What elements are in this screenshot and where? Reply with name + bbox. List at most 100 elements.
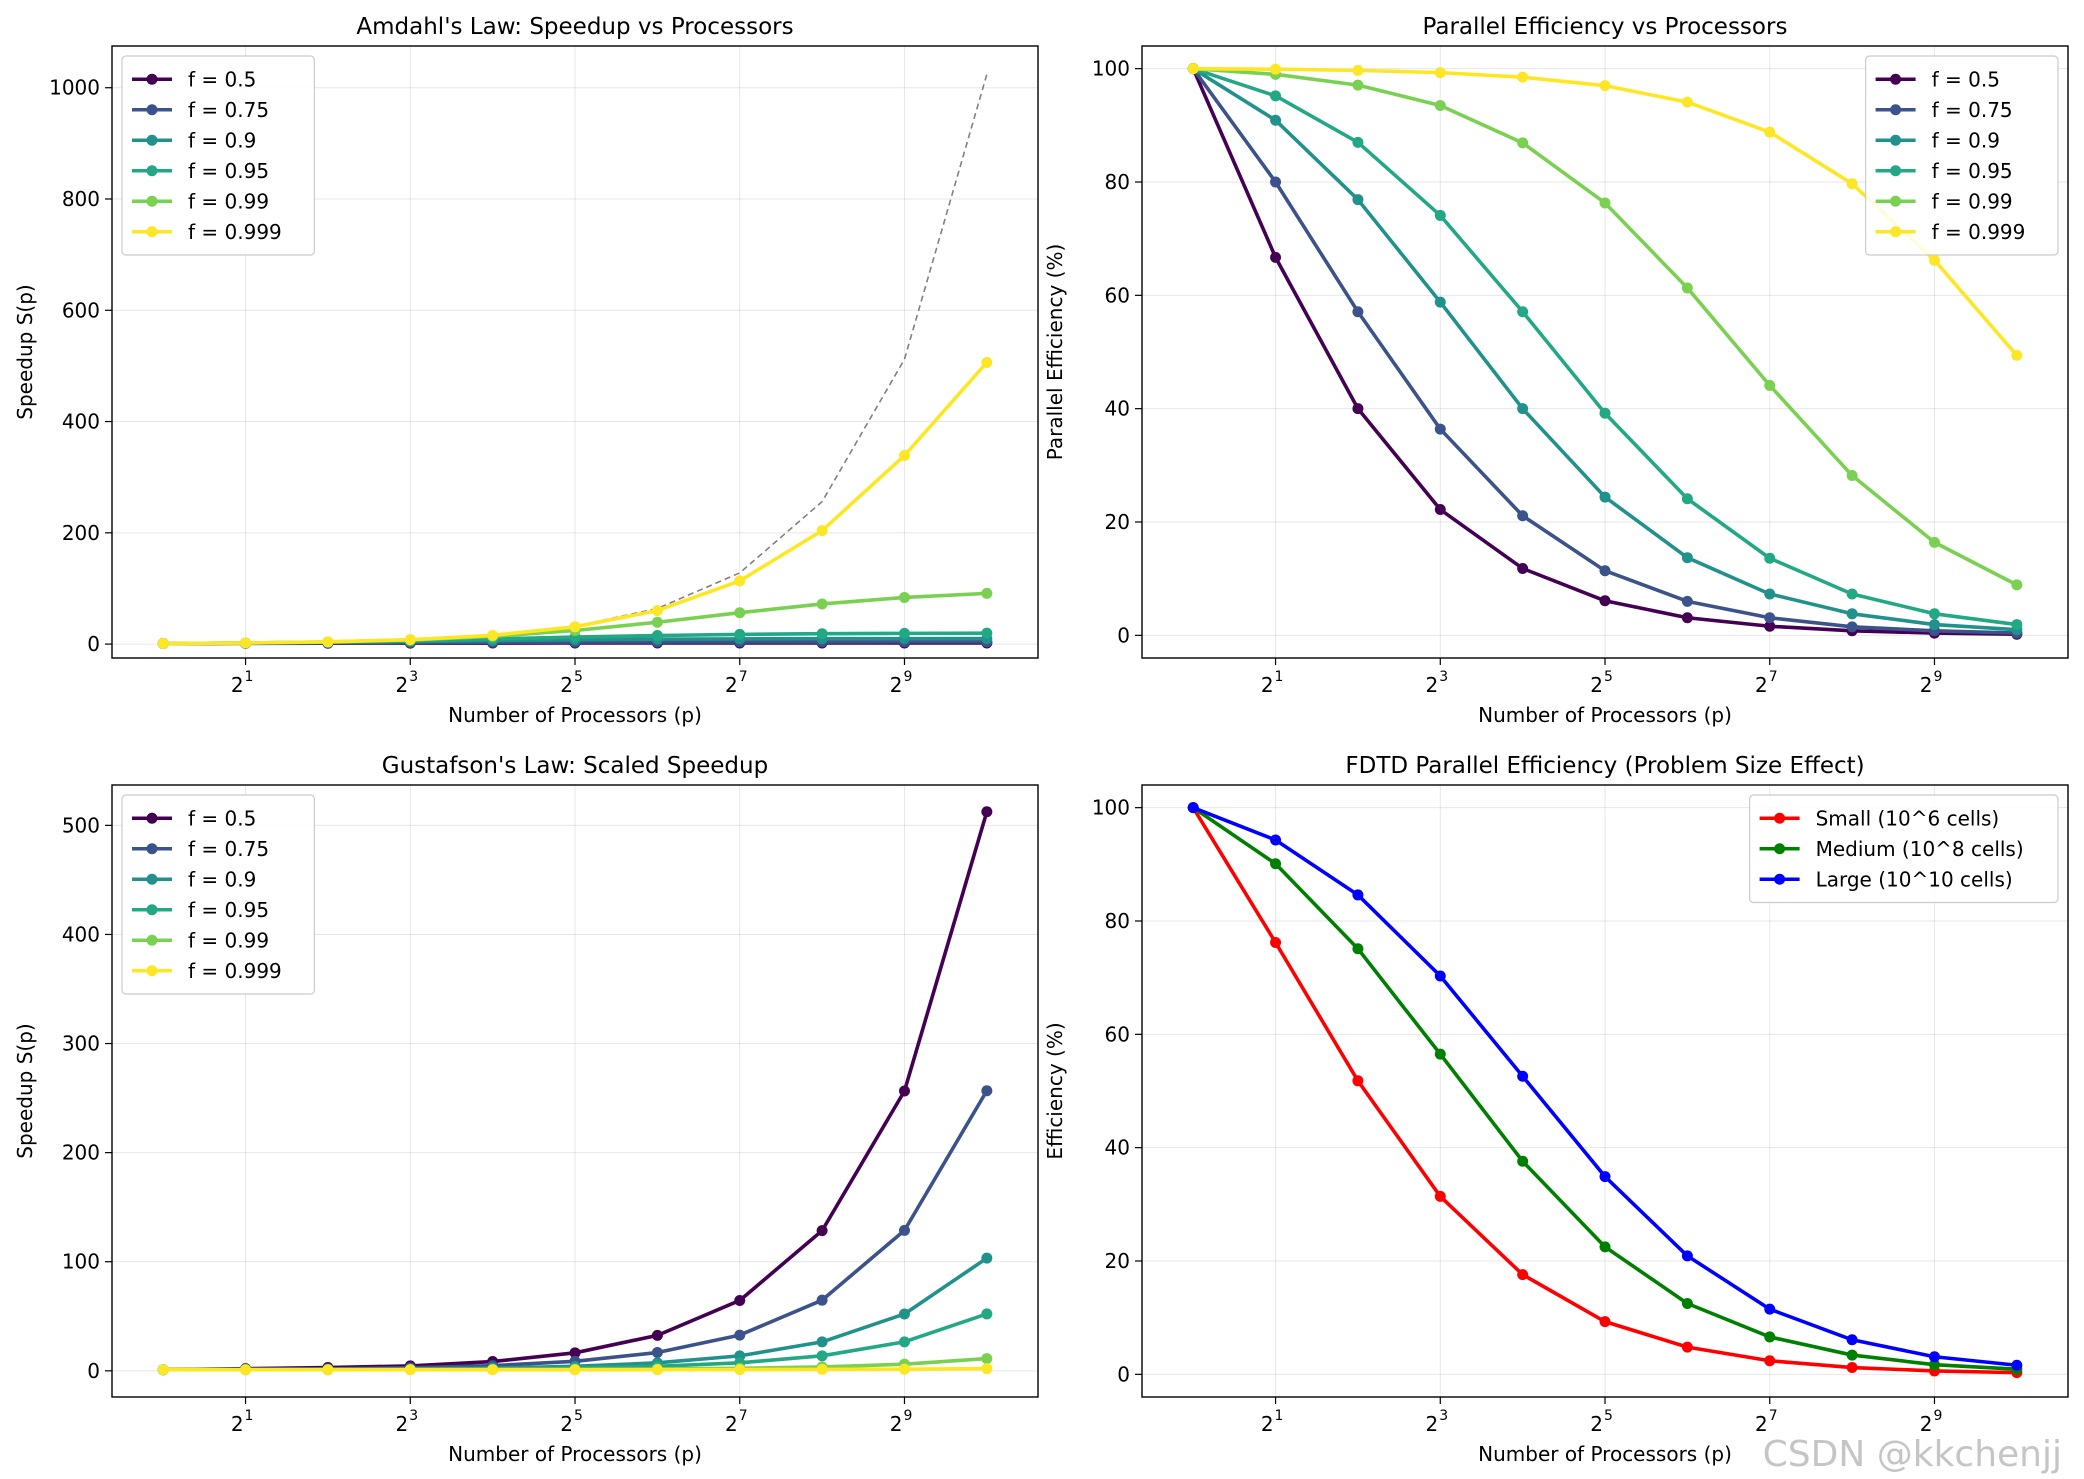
- x-axis-label: Number of Processors (p): [1478, 1442, 1732, 1466]
- data-point: [1270, 114, 1282, 126]
- legend-marker: [146, 226, 158, 238]
- data-point: [1434, 209, 1446, 221]
- data-point: [1846, 470, 1858, 482]
- data-point: [1846, 621, 1858, 633]
- data-point: [487, 629, 499, 641]
- legend-label: f = 0.5: [188, 806, 256, 830]
- legend-marker: [1890, 165, 1902, 177]
- x-tick-label-base: 2: [1590, 673, 1603, 697]
- data-point: [240, 1364, 252, 1376]
- y-tick-label: 100: [1092, 796, 1130, 820]
- data-point: [898, 1224, 910, 1236]
- data-point: [651, 1347, 663, 1359]
- x-tick-label-exponent: 7: [1769, 669, 1778, 685]
- legend-label: f = 0.95: [1932, 159, 2013, 183]
- legend-marker: [146, 812, 158, 824]
- data-point: [1434, 1048, 1446, 1060]
- y-tick-label: 0: [87, 632, 100, 656]
- x-tick-label-base: 2: [1920, 673, 1933, 697]
- x-axis-label: Number of Processors (p): [448, 1442, 702, 1466]
- y-axis-label: Speedup S(p): [13, 1023, 37, 1158]
- data-point: [1517, 403, 1529, 415]
- y-tick-label: 0: [1117, 1362, 1130, 1386]
- x-tick-label-base: 2: [890, 673, 903, 697]
- data-point: [1270, 90, 1282, 102]
- data-point: [1846, 588, 1858, 600]
- data-point: [1270, 251, 1282, 263]
- legend-label: f = 0.95: [188, 898, 269, 922]
- y-tick-label: 600: [62, 298, 100, 322]
- data-point: [1681, 1250, 1693, 1262]
- data-point: [322, 1364, 334, 1376]
- data-point: [1599, 565, 1611, 577]
- data-point: [1764, 126, 1776, 138]
- data-point: [1352, 136, 1364, 148]
- data-point: [1846, 178, 1858, 190]
- data-point: [651, 630, 663, 642]
- data-point: [651, 1329, 663, 1341]
- x-tick-label-exponent: 3: [1439, 1408, 1448, 1424]
- y-tick-label: 0: [1117, 623, 1130, 647]
- data-point: [1599, 1316, 1611, 1328]
- data-point: [1434, 1190, 1446, 1202]
- axes-frame: [1141, 784, 2069, 1398]
- data-point: [157, 1364, 169, 1376]
- y-tick-label: 200: [62, 521, 100, 545]
- data-point: [1352, 1075, 1364, 1087]
- data-point: [1681, 96, 1693, 108]
- x-tick-label-exponent: 1: [1275, 1408, 1284, 1424]
- data-point: [981, 1363, 993, 1375]
- data-point: [1928, 254, 1940, 266]
- legend-label: f = 0.99: [188, 189, 269, 213]
- data-point: [734, 628, 746, 640]
- x-tick-label-base: 2: [890, 1412, 903, 1436]
- data-point: [981, 1252, 993, 1264]
- legend: f = 0.5 f = 0.75 f = 0.9 f = 0.95 f = 0.99 f …: [1864, 55, 2059, 256]
- x-tick-label-exponent: 3: [409, 669, 418, 685]
- data-point: [1434, 67, 1446, 79]
- watermark: CSDN @kkchenjj: [1762, 1434, 2062, 1475]
- x-tick-label-exponent: 9: [903, 669, 912, 685]
- y-tick-label: 200: [62, 1141, 100, 1165]
- plot-area: [1187, 802, 2023, 1379]
- data-point: [240, 637, 252, 649]
- data-point: [981, 587, 993, 599]
- x-tick-label-base: 2: [560, 1412, 573, 1436]
- data-point: [569, 621, 581, 633]
- x-tick-label-base: 2: [231, 673, 244, 697]
- data-point: [157, 638, 169, 650]
- legend-label: f = 0.9: [188, 867, 256, 891]
- x-tick-label-exponent: 7: [1769, 1408, 1778, 1424]
- data-point: [1764, 620, 1776, 632]
- data-point: [2011, 579, 2023, 591]
- data-point: [1517, 510, 1529, 522]
- x-tick-label-base: 2: [1920, 1412, 1933, 1436]
- legend-label: f = 0.99: [188, 928, 269, 952]
- data-point: [1352, 306, 1364, 318]
- legend-marker: [1774, 812, 1786, 824]
- x-tick-label-base: 2: [725, 1412, 738, 1436]
- data-point: [816, 1350, 828, 1362]
- data-point: [1517, 1269, 1529, 1281]
- legend-marker: [1890, 226, 1902, 238]
- data-point: [1517, 306, 1529, 318]
- x-tick-label-exponent: 5: [1604, 669, 1613, 685]
- data-point: [1764, 1331, 1776, 1343]
- data-point: [1352, 79, 1364, 91]
- data-point: [816, 628, 828, 640]
- legend-label: Small (10^6 cells): [1816, 806, 2000, 830]
- data-point: [1928, 608, 1940, 620]
- data-point: [2011, 619, 2023, 631]
- data-point: [1434, 970, 1446, 982]
- data-point: [1928, 619, 1940, 631]
- x-axis-label: Number of Processors (p): [1478, 703, 1732, 727]
- y-axis-label: Speedup S(p): [13, 284, 37, 419]
- x-tick-label-exponent: 1: [245, 1408, 254, 1424]
- data-point: [1599, 491, 1611, 503]
- data-point: [1764, 379, 1776, 391]
- data-point: [1187, 63, 1199, 75]
- y-tick-label: 800: [62, 187, 100, 211]
- y-tick-label: 80: [1105, 909, 1130, 933]
- chart-4: FDTD Parallel Efficiency (Problem Size E…: [1043, 753, 2069, 1466]
- data-point: [981, 356, 993, 368]
